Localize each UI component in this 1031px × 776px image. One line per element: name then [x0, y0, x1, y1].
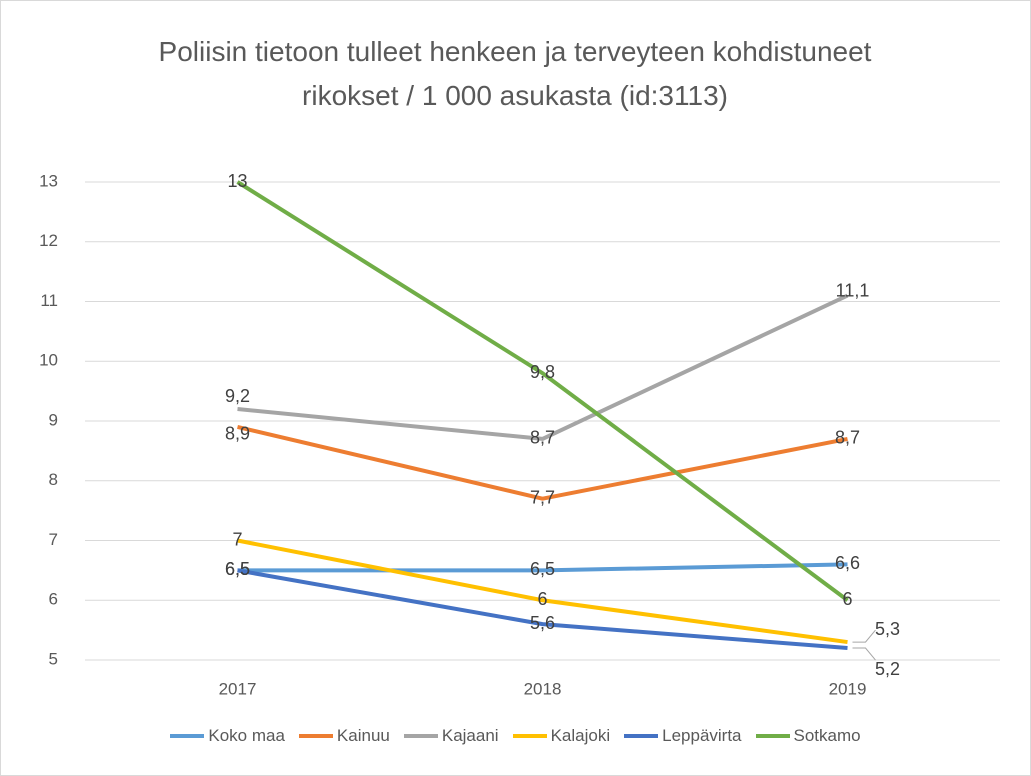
data-label: 6,5 [530, 559, 555, 579]
data-label: 13 [227, 171, 247, 191]
series-line [237, 425, 848, 501]
series-line [237, 568, 848, 651]
legend-item: Koko maa [170, 726, 285, 746]
y-tick-label: 7 [49, 530, 58, 549]
legend-swatch [298, 734, 333, 738]
x-tick-label: 2018 [524, 679, 562, 698]
leader-line [852, 647, 876, 661]
legend-item: Leppävirta [624, 726, 742, 746]
legend-item: Kalajoki [512, 726, 611, 746]
legend-swatch [755, 734, 790, 738]
legend-item: Sotkamo [755, 726, 861, 746]
legend-label: Koko maa [208, 726, 285, 745]
data-label: 5,2 [875, 659, 900, 679]
data-label: 7,7 [530, 487, 555, 507]
data-label: 6,5 [225, 559, 250, 579]
legend-swatch [403, 734, 438, 738]
y-tick-label: 12 [39, 231, 58, 250]
data-label: 8,7 [835, 428, 860, 448]
legend-item: Kainuu [298, 726, 390, 746]
data-label: 6,6 [835, 553, 860, 573]
y-tick-label: 5 [49, 649, 58, 668]
data-label: 6,5 [225, 559, 250, 579]
y-tick-label: 8 [49, 470, 58, 489]
data-label: 5,3 [875, 619, 900, 639]
y-tick-label: 10 [39, 351, 58, 370]
legend-label: Leppävirta [662, 726, 742, 745]
legend-swatch [170, 734, 205, 738]
legend-swatch [624, 734, 659, 738]
data-label: 5,6 [530, 613, 555, 633]
series-line [236, 180, 849, 602]
legend-swatch [512, 734, 547, 738]
legend-label: Kajaani [441, 726, 499, 745]
y-tick-label: 13 [39, 171, 58, 190]
legend-label: Kalajoki [550, 726, 611, 745]
legend-item: Kajaani [403, 726, 499, 746]
series-line [237, 538, 848, 645]
legend-label: Sotkamo [793, 726, 861, 745]
x-tick-label: 2019 [829, 679, 867, 698]
y-tick-label: 6 [49, 590, 58, 609]
data-label: 9,2 [225, 386, 250, 406]
data-label: 8,9 [225, 424, 250, 444]
series-line [237, 293, 849, 441]
y-tick-label: 9 [49, 410, 58, 429]
y-tick-label: 11 [40, 291, 58, 310]
leader-line [852, 629, 876, 643]
data-label: 8,7 [530, 428, 555, 448]
x-tick-label: 2017 [219, 679, 257, 698]
chart-title: Poliisin tietoon tulleet henkeen ja terv… [158, 36, 872, 111]
data-label: 9,8 [530, 362, 555, 382]
series-line [237, 562, 848, 573]
data-label: 6 [842, 589, 852, 609]
legend: Koko maa Kainuu Kajaani Kalajoki Leppävirta S… [0, 726, 1031, 746]
data-label: 11,1 [836, 280, 870, 300]
data-label: 6 [537, 589, 547, 609]
legend-label: Kainuu [336, 726, 390, 745]
data-label: 7 [232, 529, 242, 549]
